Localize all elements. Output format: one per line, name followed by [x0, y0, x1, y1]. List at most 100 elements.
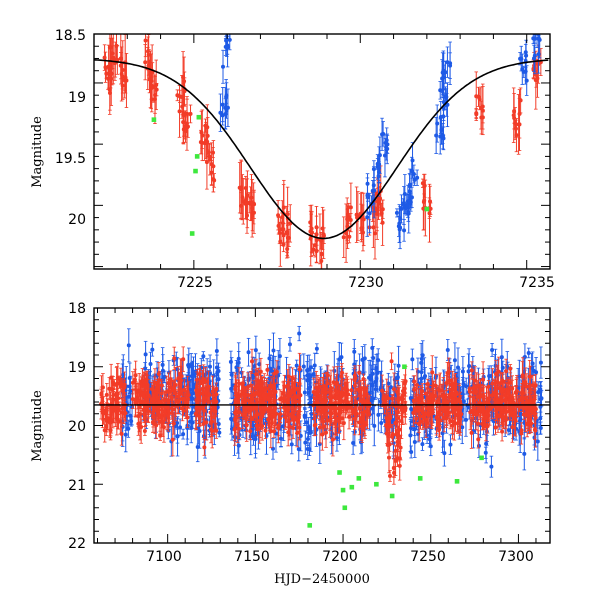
blue-data-point	[127, 378, 132, 395]
red-data-point	[459, 402, 464, 426]
blue-data-point	[224, 34, 229, 51]
green-data-point	[340, 487, 346, 493]
blue-data-point	[308, 359, 313, 376]
red-data-point	[297, 352, 302, 386]
red-data-point	[185, 407, 190, 428]
blue-data-point	[423, 367, 428, 386]
blue-data-point	[126, 389, 131, 404]
red-data-point	[142, 426, 147, 436]
red-data-point	[469, 361, 474, 380]
red-data-point	[182, 379, 187, 401]
red-data-point	[492, 378, 497, 412]
red-data-point	[381, 390, 386, 404]
blue-data-point	[220, 105, 225, 126]
red-data-point	[533, 374, 538, 397]
green-data-point	[189, 231, 195, 236]
red-data-point	[385, 436, 390, 454]
red-data-point	[394, 409, 399, 435]
red-data-point	[350, 397, 355, 425]
blue-data-point	[384, 138, 389, 161]
blue-data-point	[246, 337, 251, 367]
red-data-point	[347, 230, 352, 244]
red-data-point	[249, 348, 254, 374]
red-data-point	[181, 406, 186, 416]
red-data-point	[366, 409, 371, 419]
blue-data-point	[297, 325, 302, 342]
red-data-point	[500, 421, 505, 442]
red-data-point	[133, 388, 138, 417]
red-data-point	[285, 186, 290, 242]
blue-data-point	[276, 361, 281, 390]
blue-data-point	[189, 412, 194, 444]
red-data-point	[490, 394, 495, 420]
red-data-point	[213, 388, 218, 411]
red-data-point	[255, 388, 260, 400]
blue-data-point	[372, 168, 377, 213]
red-data-point	[469, 416, 474, 449]
red-data-point	[497, 403, 502, 428]
red-data-point	[486, 380, 491, 394]
red-data-point	[245, 372, 250, 402]
red-data-point	[379, 202, 384, 224]
blue-data-point	[464, 377, 469, 395]
red-data-point	[341, 406, 346, 441]
blue-data-point	[415, 169, 420, 186]
red-data-point	[202, 125, 207, 161]
red-data-point	[277, 221, 282, 245]
blue-data-point	[438, 118, 443, 155]
blue-data-point	[409, 421, 414, 436]
red-data-point	[331, 366, 336, 398]
zoom-ytick-label: 19.5	[55, 151, 86, 167]
red-data-point	[321, 395, 326, 410]
green-data-point	[151, 117, 157, 122]
red-data-point	[177, 89, 182, 104]
blue-data-point	[412, 173, 417, 186]
red-data-point	[428, 185, 433, 217]
red-data-point	[244, 408, 249, 442]
blue-data-point	[489, 455, 494, 478]
full-ytick-label: 22	[68, 536, 86, 552]
red-data-point	[325, 371, 330, 395]
blue-data-point	[402, 219, 407, 242]
red-data-point	[314, 234, 319, 246]
red-data-point	[346, 381, 351, 407]
red-data-point	[120, 40, 125, 100]
red-data-point	[107, 34, 112, 78]
red-data-point	[236, 418, 241, 440]
zoom-xtick-label: 7225	[177, 275, 213, 291]
blue-data-point	[448, 434, 453, 455]
blue-data-point	[195, 431, 200, 463]
red-data-point	[260, 400, 265, 429]
red-data-point	[391, 451, 396, 485]
blue-data-point	[526, 347, 531, 359]
red-data-point	[195, 396, 200, 416]
red-data-point	[204, 134, 209, 190]
red-data-point	[139, 410, 144, 444]
blue-data-point	[314, 343, 319, 355]
red-data-point	[354, 388, 359, 418]
red-data-point	[389, 352, 394, 371]
blue-data-point	[407, 173, 412, 210]
red-data-point	[143, 34, 148, 58]
red-data-point	[399, 396, 404, 425]
red-data-point	[330, 422, 335, 457]
blue-data-point	[440, 52, 445, 93]
red-data-point	[338, 390, 343, 424]
green-data-point	[479, 455, 484, 461]
red-data-point	[500, 373, 505, 390]
blue-data-point	[438, 81, 443, 100]
red-data-point	[203, 379, 208, 404]
blue-data-point	[377, 136, 382, 174]
red-data-point	[397, 451, 402, 481]
blue-data-point	[374, 353, 379, 383]
red-data-point	[285, 241, 290, 257]
red-data-point	[448, 412, 453, 430]
blue-data-point	[214, 354, 219, 381]
red-data-point	[209, 142, 214, 186]
red-data-point	[200, 377, 205, 410]
blue-data-point	[303, 430, 308, 455]
red-data-point	[286, 418, 291, 447]
red-data-point	[264, 380, 269, 397]
red-data-point	[413, 393, 418, 423]
